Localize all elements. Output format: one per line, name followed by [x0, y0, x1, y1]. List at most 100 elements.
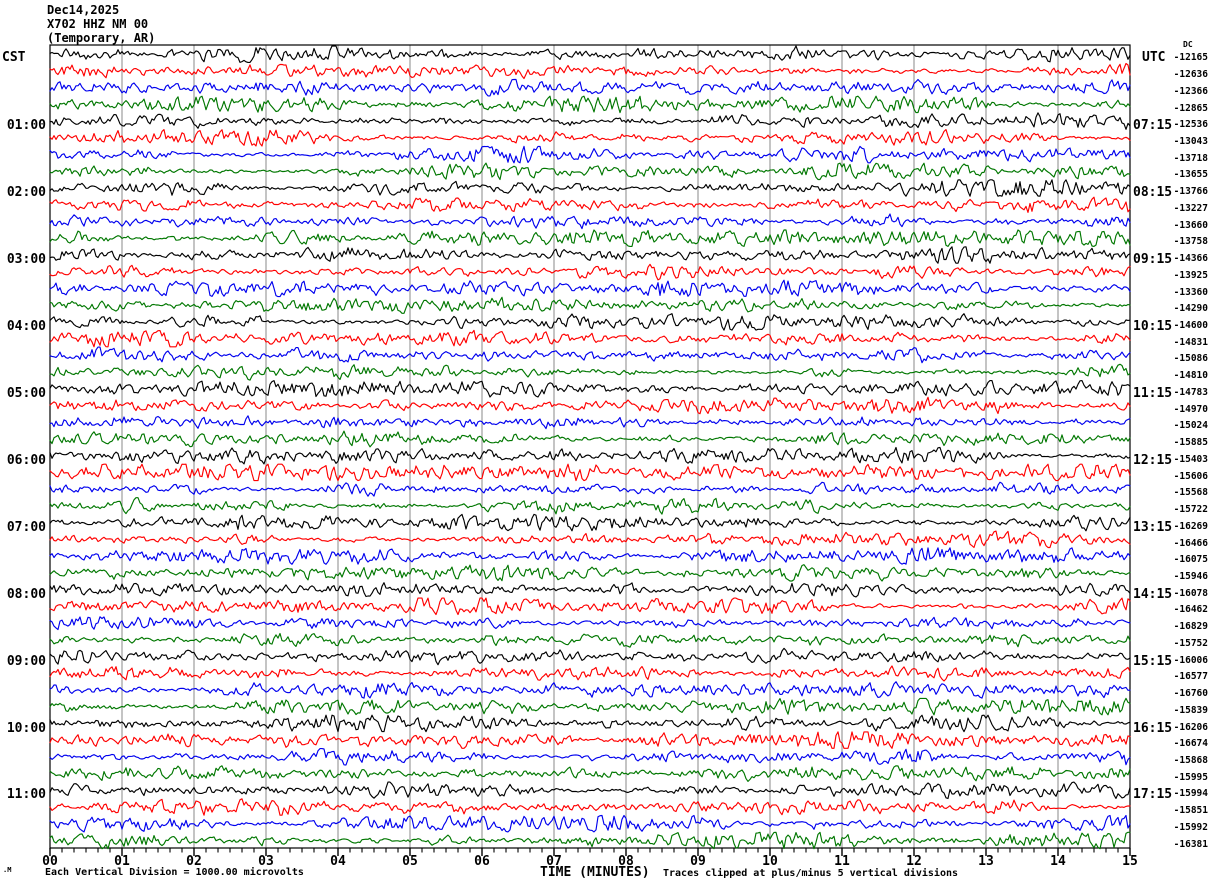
seismo-trace-row-12	[49, 246, 1131, 264]
seismo-trace-row-1	[49, 62, 1131, 80]
x-tick-label: 12	[906, 854, 922, 869]
left-timezone-label: CST	[2, 50, 26, 65]
dc-value: -12636	[1173, 69, 1208, 81]
dc-value: -14970	[1173, 403, 1208, 415]
dc-value: -12536	[1173, 119, 1208, 131]
dc-value: -13660	[1173, 219, 1208, 231]
dc-value: -16075	[1173, 554, 1208, 566]
dc-value: -13043	[1173, 136, 1208, 147]
dc-value: -16078	[1173, 587, 1208, 599]
dc-value: -15851	[1173, 805, 1208, 817]
x-tick-label: 06	[474, 854, 490, 869]
seismo-trace-row-5	[49, 129, 1131, 147]
dc-value: -12165	[1173, 52, 1208, 64]
seismo-trace-row-16	[49, 313, 1131, 331]
dc-value: -12865	[1173, 102, 1208, 114]
seismo-trace-row-37	[49, 665, 1131, 682]
cst-hour-label: 09:00	[6, 653, 46, 669]
utc-hour-label: 14:15	[1133, 586, 1173, 602]
dc-value: -14600	[1173, 320, 1208, 332]
dc-value: -15839	[1173, 704, 1208, 716]
dc-column-header: DC	[1183, 40, 1193, 49]
x-tick-label: 05	[402, 854, 418, 869]
dc-value: -16381	[1173, 838, 1208, 850]
cst-hour-label: 03:00	[6, 252, 46, 268]
dc-value: -15568	[1173, 487, 1208, 499]
dc-value: -16006	[1173, 654, 1208, 666]
seismo-trace-row-8	[49, 179, 1131, 197]
x-tick-label: 03	[258, 854, 274, 869]
seismo-trace-row-19	[49, 363, 1131, 381]
seismo-trace-row-11	[49, 229, 1131, 247]
right-timezone-label: UTC	[1142, 50, 1166, 65]
dc-value: -15403	[1173, 453, 1208, 465]
header-date: Dec14,2025	[47, 3, 120, 17]
dc-value: -15992	[1173, 821, 1208, 833]
seismo-trace-row-27	[49, 497, 1131, 515]
seismo-trace-row-47	[49, 831, 1131, 850]
x-tick-label: 15	[1122, 854, 1138, 869]
seismo-trace-row-9	[49, 196, 1131, 213]
x-tick-label: 13	[978, 854, 994, 869]
header-station: X702 HHZ NM 00	[47, 17, 149, 31]
utc-hour-label: 09:15	[1133, 252, 1173, 268]
seismo-trace-row-20	[49, 380, 1131, 398]
seismo-trace-row-2	[49, 78, 1131, 97]
header-location: (Temporary, AR)	[47, 31, 156, 45]
seismo-trace-row-25	[49, 463, 1131, 482]
dc-value: -15722	[1173, 504, 1208, 516]
seismo-trace-row-17	[49, 329, 1131, 348]
cst-hour-label: 02:00	[6, 185, 46, 201]
dc-value: -16269	[1173, 520, 1208, 532]
dc-value: -14783	[1173, 386, 1208, 398]
cst-hour-label: 11:00	[6, 787, 46, 803]
seismo-trace-row-3	[49, 95, 1131, 114]
x-axis-title: TIME (MINUTES)	[540, 865, 650, 880]
seismo-trace-row-13	[49, 263, 1131, 281]
x-tick-label: 11	[834, 854, 850, 869]
seismo-trace-row-36	[49, 647, 1131, 666]
seismo-trace-row-41	[49, 731, 1131, 749]
seismo-trace-row-7	[49, 162, 1131, 181]
dc-value: -15606	[1173, 470, 1208, 482]
cst-hour-label: 10:00	[6, 720, 46, 736]
seismo-trace-row-6	[49, 145, 1131, 164]
seismo-trace-row-10	[49, 213, 1131, 230]
dc-value: -13758	[1173, 236, 1208, 248]
seismo-trace-row-14	[49, 279, 1131, 298]
dc-value: -14810	[1173, 370, 1208, 382]
seismo-trace-row-45	[49, 798, 1131, 816]
seismo-trace-row-30	[49, 547, 1131, 565]
vertical-division-note: Each Vertical Division = 1000.00 microvo…	[45, 867, 304, 878]
seismo-trace-row-29	[49, 530, 1131, 549]
x-tick-label: 02	[186, 854, 202, 869]
seismo-trace-row-26	[49, 481, 1131, 497]
utc-hour-label: 16:15	[1133, 720, 1173, 736]
x-tick-label: 14	[1050, 854, 1066, 869]
dc-value: -13766	[1173, 186, 1208, 198]
dc-value: -16760	[1173, 688, 1208, 700]
dc-value: -13718	[1173, 152, 1208, 164]
x-tick-label: 01	[114, 854, 130, 869]
dc-value: -13360	[1173, 286, 1208, 298]
dc-value: -15086	[1173, 353, 1208, 365]
seismo-trace-row-42	[49, 748, 1131, 766]
dc-value: -12366	[1173, 85, 1208, 97]
seismo-trace-row-43	[49, 765, 1131, 782]
dc-value: -15024	[1173, 420, 1208, 432]
utc-hour-label: 08:15	[1133, 185, 1173, 201]
dc-value: -15885	[1173, 437, 1208, 449]
seismo-trace-row-24	[49, 446, 1131, 465]
utc-hour-label: 07:15	[1133, 118, 1173, 134]
dc-value: -14831	[1173, 336, 1208, 348]
seismo-trace-row-39	[49, 697, 1131, 716]
cst-hour-label: 04:00	[6, 319, 46, 335]
seismo-trace-row-15	[49, 296, 1131, 314]
seismo-trace-row-33	[49, 597, 1131, 616]
dc-value: -14290	[1173, 303, 1208, 315]
utc-hour-label: 13:15	[1133, 519, 1173, 535]
seismo-trace-row-46	[49, 814, 1131, 833]
dc-value: -16577	[1173, 671, 1208, 683]
seismo-trace-row-44	[49, 781, 1131, 800]
